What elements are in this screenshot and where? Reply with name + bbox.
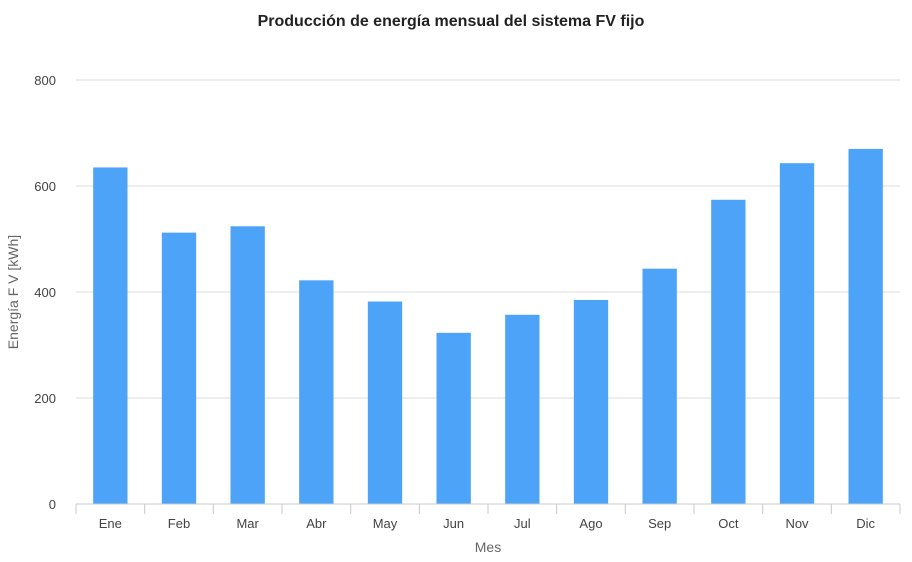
bar-ene (93, 167, 128, 504)
x-tick-label: Nov (785, 516, 809, 531)
x-axis: Ene Feb Mar Abr May Jun Jul Ago Sep Oct Nov Dic (75, 503, 901, 531)
x-tick-label: Mar (236, 516, 259, 531)
bar-dic (848, 148, 883, 504)
x-tick-label: May (373, 516, 398, 531)
bar-jul (505, 314, 540, 504)
bars (93, 148, 883, 504)
x-tick-label: Ago (579, 516, 602, 531)
y-axis-title: Energía F V [kWh] (5, 235, 21, 349)
x-tick-label: Jul (514, 516, 531, 531)
y-tick-label: 600 (34, 179, 56, 194)
x-tick-label: Dic (856, 516, 875, 531)
bar-abr (299, 280, 334, 504)
gridlines (76, 79, 900, 399)
bar-may (367, 301, 403, 504)
chart-title: Producción de energía mensual del sistem… (258, 13, 645, 30)
bar-nov (779, 163, 815, 504)
y-tick-label: 800 (34, 73, 56, 88)
x-tick-label: Oct (718, 516, 739, 531)
x-tick-label: Jun (443, 516, 464, 531)
x-tick-label: Feb (168, 516, 190, 531)
x-tick-label: Ene (99, 516, 122, 531)
x-axis-title: Mes (475, 539, 501, 555)
bar-ago (573, 299, 609, 504)
y-tick-label: 400 (34, 285, 56, 300)
y-axis-ticks: 0 200 400 600 800 (34, 73, 56, 512)
bar-jun (436, 332, 471, 504)
x-tick-label: Sep (648, 516, 671, 531)
bar-feb (161, 232, 197, 504)
bar-mar (230, 226, 265, 504)
bar-sep (642, 268, 677, 504)
y-tick-label: 200 (34, 391, 56, 406)
y-tick-label: 0 (49, 497, 56, 512)
bar-oct (711, 199, 746, 504)
x-tick-label: Abr (306, 516, 327, 531)
